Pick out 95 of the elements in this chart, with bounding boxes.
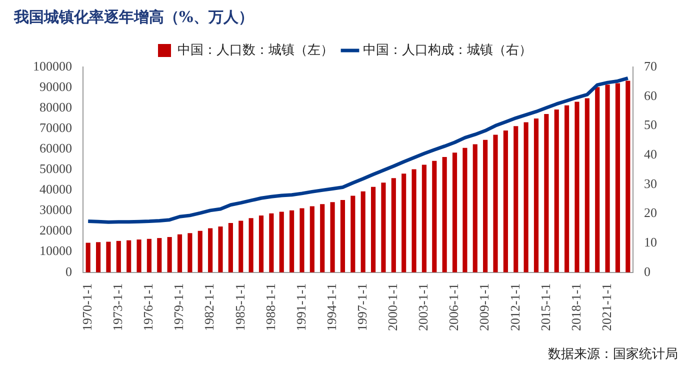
bar <box>86 242 90 272</box>
y2-tick-label: 0 <box>644 264 650 279</box>
bar <box>136 239 142 272</box>
bar <box>402 174 406 272</box>
bar <box>493 134 498 272</box>
x-tick-label: 2006-1-1 <box>446 283 462 332</box>
x-tick-label: 2009-1-1 <box>476 283 492 332</box>
y-tick-label: 30000 <box>40 202 72 218</box>
bar <box>177 234 182 272</box>
bar <box>442 156 447 272</box>
bar <box>462 148 468 272</box>
y2-tick-label: 20 <box>644 205 657 220</box>
bar <box>126 240 132 272</box>
bar <box>544 114 549 272</box>
x-tick-label: 2012-1-1 <box>507 283 522 332</box>
x-tick-label: 1976-1-1 <box>140 283 156 332</box>
bar <box>146 238 152 272</box>
y2-tick-label: 40 <box>644 146 657 162</box>
bar <box>381 182 386 272</box>
bar <box>167 237 172 272</box>
x-tick-label: 1979-1-1 <box>171 283 186 332</box>
legend-label: 中国：人口构成：城镇（右） <box>363 42 532 58</box>
chart-title: 我国城镇化率逐年增高（%、万人） <box>14 8 254 27</box>
bar <box>269 213 274 272</box>
bar <box>218 226 223 272</box>
x-tick-label: 2000-1-1 <box>385 283 400 332</box>
x-tick-label: 1973-1-1 <box>110 283 126 332</box>
bar <box>524 122 528 272</box>
y-tick-label: 80000 <box>40 99 72 114</box>
bar <box>188 233 192 272</box>
bar <box>198 230 202 272</box>
bar <box>116 240 121 272</box>
x-tick-label: 2003-1-1 <box>416 283 431 332</box>
bar <box>554 110 559 272</box>
bar <box>290 210 294 272</box>
y-tick-label: 0 <box>66 264 72 279</box>
x-tick-label: 1985-1-1 <box>232 283 248 332</box>
y-tick-label: 90000 <box>40 78 72 94</box>
x-tick-label: 1970-1-1 <box>80 283 95 332</box>
y2-tick-label: 60 <box>644 88 657 103</box>
x-tick-label: 2018-1-1 <box>568 283 584 332</box>
legend-label: 中国：人口数：城镇（左） <box>178 42 334 58</box>
bar <box>310 206 314 272</box>
bar <box>503 130 508 272</box>
bar <box>157 238 162 272</box>
y-tick-label: 10000 <box>40 243 72 258</box>
y-tick-label: 100000 <box>33 58 72 74</box>
bar <box>615 83 620 272</box>
y-tick-label: 40000 <box>40 182 72 197</box>
x-tick-label: 1988-1-1 <box>262 283 278 332</box>
bar <box>330 202 335 272</box>
bar <box>279 212 284 272</box>
bar <box>472 144 478 272</box>
bar <box>534 118 539 272</box>
y2-tick-label: 30 <box>644 176 657 191</box>
bar <box>605 84 610 272</box>
bar <box>412 169 416 272</box>
bar <box>238 220 244 272</box>
bar <box>584 98 590 272</box>
bar <box>258 215 264 272</box>
bar <box>248 218 254 272</box>
y2-tick-label: 70 <box>644 58 657 74</box>
x-tick-label: 1982-1-1 <box>202 283 217 332</box>
bar <box>106 242 111 272</box>
y-tick-label: 60000 <box>40 140 72 156</box>
bar <box>320 204 325 272</box>
x-tick-label: 1991-1-1 <box>293 283 308 332</box>
y-tick-label: 20000 <box>40 222 72 238</box>
y2-tick-label: 10 <box>644 234 657 250</box>
source-note: 数据来源：国家统计局 <box>548 346 678 363</box>
bar <box>208 228 213 272</box>
bar <box>370 186 376 272</box>
x-tick-label: 2015-1-1 <box>538 283 553 332</box>
bar <box>483 140 488 272</box>
bar <box>300 208 304 272</box>
bar <box>432 160 437 272</box>
x-tick-label: 1997-1-1 <box>354 283 370 332</box>
bar <box>514 126 518 272</box>
bar <box>350 196 356 272</box>
y-tick-label: 70000 <box>40 120 72 136</box>
x-tick-label: 1994-1-1 <box>324 283 339 332</box>
y2-tick-label: 50 <box>644 117 657 132</box>
y-tick-label: 50000 <box>40 161 72 176</box>
bar <box>391 178 396 272</box>
bar <box>564 105 570 272</box>
bar <box>228 223 233 272</box>
bar <box>422 164 426 272</box>
bar <box>574 102 580 272</box>
bar <box>452 152 458 272</box>
bar <box>96 242 101 272</box>
bar <box>360 191 366 272</box>
bar <box>626 80 630 272</box>
bar <box>595 87 600 272</box>
x-tick-label: 2021-1-1 <box>598 283 614 332</box>
bar <box>340 200 346 272</box>
